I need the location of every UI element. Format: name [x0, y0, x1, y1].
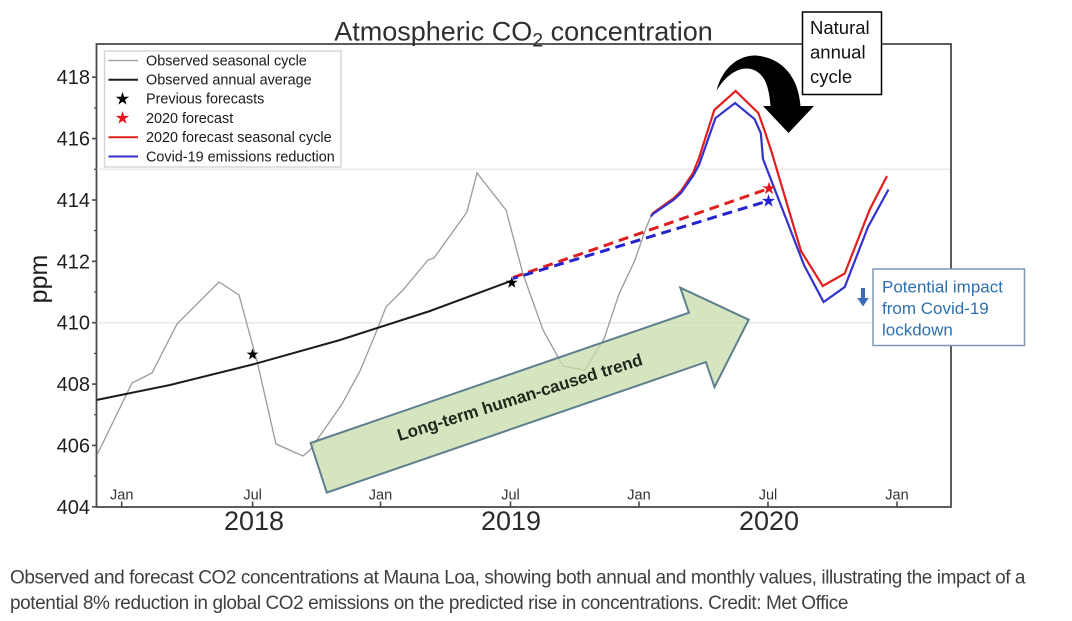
svg-text:cycle: cycle [810, 66, 852, 87]
svg-text:2018: 2018 [224, 506, 284, 536]
svg-text:potential 8% reduction in glob: potential 8% reduction in global CO2 emi… [10, 593, 848, 614]
svg-text:412: 412 [57, 251, 90, 273]
svg-text:ppm: ppm [25, 255, 53, 304]
svg-text:Jul: Jul [759, 488, 778, 504]
svg-text:410: 410 [57, 313, 90, 335]
svg-text:Jan: Jan [627, 488, 650, 504]
svg-text:406: 406 [57, 435, 90, 457]
svg-text:2020 forecast seasonal cycle: 2020 forecast seasonal cycle [146, 130, 332, 146]
svg-text:lockdown: lockdown [882, 321, 953, 340]
svg-text:408: 408 [57, 374, 90, 396]
svg-text:annual: annual [810, 42, 866, 63]
svg-text:Observed annual average: Observed annual average [146, 73, 312, 89]
svg-text:2020 forecast: 2020 forecast [146, 111, 233, 127]
svg-text:Jul: Jul [243, 488, 262, 504]
svg-text:Jan: Jan [885, 488, 908, 504]
svg-text:Jan: Jan [369, 488, 392, 504]
svg-text:Natural: Natural [810, 17, 870, 38]
svg-text:2019: 2019 [481, 506, 541, 536]
svg-text:Jan: Jan [110, 488, 133, 504]
svg-text:416: 416 [57, 129, 90, 151]
svg-text:418: 418 [57, 67, 90, 89]
svg-text:Covid-19 emissions reduction: Covid-19 emissions reduction [146, 149, 335, 165]
svg-text:2020: 2020 [739, 506, 799, 536]
svg-text:Observed and forecast CO2 conc: Observed and forecast CO2 concentrations… [10, 568, 1026, 589]
svg-text:414: 414 [57, 190, 90, 212]
svg-text:Atmospheric CO2 concentration: Atmospheric CO2 concentration [334, 17, 713, 52]
svg-text:from Covid-19: from Covid-19 [882, 299, 989, 318]
svg-text:Potential impact: Potential impact [882, 278, 1003, 297]
svg-text:Previous forecasts: Previous forecasts [146, 92, 264, 108]
svg-text:404: 404 [57, 497, 90, 519]
svg-text:Observed seasonal cycle: Observed seasonal cycle [146, 53, 307, 69]
svg-text:Jul: Jul [501, 488, 520, 504]
